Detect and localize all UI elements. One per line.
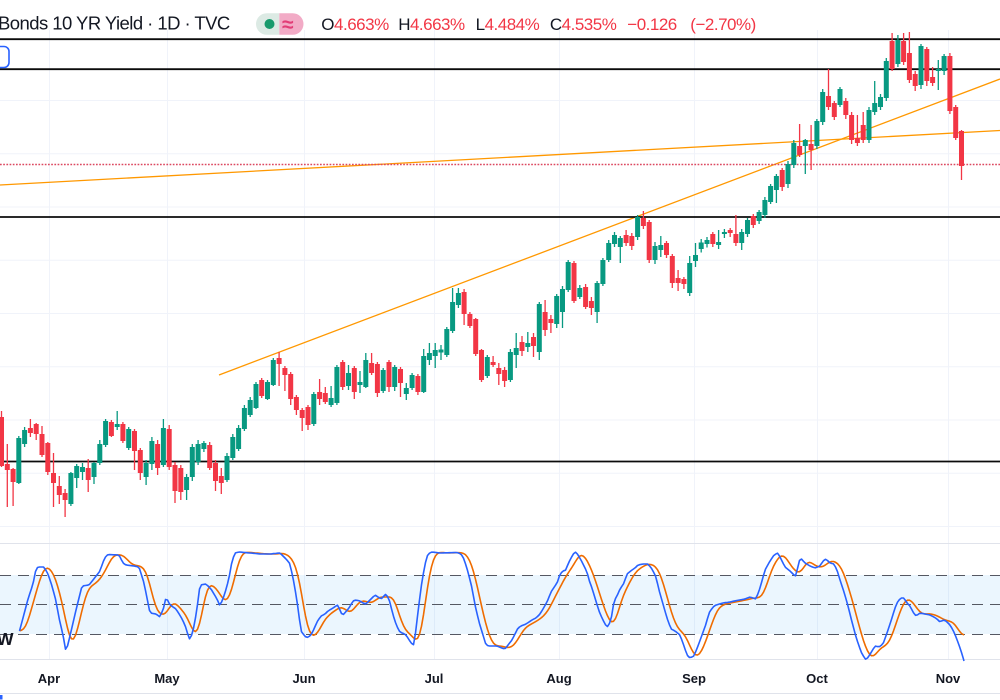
- svg-text:Aug: Aug: [546, 671, 571, 686]
- svg-text:Sep: Sep: [682, 671, 706, 686]
- svg-text:W: W: [0, 629, 14, 649]
- svg-text:Oct: Oct: [806, 671, 828, 686]
- svg-text:Nov: Nov: [936, 671, 961, 686]
- svg-text:O4.663%H4.663%L4.484%C4.535%−0: O4.663% H4.663% L4.484% C4.535% −0.126 (−2.70…: [321, 15, 755, 34]
- svg-text:Apr: Apr: [38, 671, 60, 686]
- svg-text:≈: ≈: [282, 14, 294, 37]
- svg-text:Bonds 10 YR Yield · 1D · TVC: Bonds 10 YR Yield · 1D · TVC: [0, 13, 230, 34]
- svg-text:May: May: [154, 671, 180, 686]
- svg-text:Jun: Jun: [292, 671, 315, 686]
- svg-text:Jul: Jul: [425, 671, 444, 686]
